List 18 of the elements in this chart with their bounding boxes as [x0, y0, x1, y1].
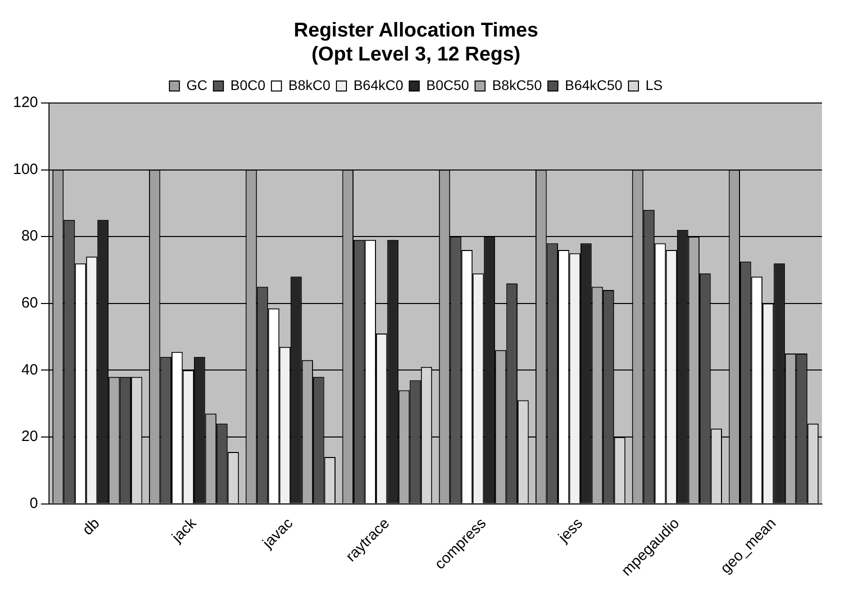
x-tick-label: db	[79, 514, 104, 539]
y-tick-label: 40	[21, 361, 38, 378]
legend-label: B64kC50	[564, 76, 623, 93]
legend-label: B8kC50	[492, 76, 542, 93]
legend-label: B64kC0	[353, 76, 404, 93]
legend-label: GC	[186, 76, 208, 93]
text: (Opt Level 3, 12 Regs)	[312, 44, 520, 66]
text: Register Allocation Times	[294, 20, 538, 42]
y-tick-label: 60	[21, 294, 38, 312]
y-tick-label: 20	[21, 428, 38, 446]
y-tick-label: 0	[30, 494, 38, 512]
y-tick-label: 120	[12, 94, 38, 112]
legend-label: B0C50	[426, 76, 470, 93]
legend-label: B8kC0	[288, 76, 331, 93]
y-tick-label: 100	[12, 160, 38, 178]
y-tick-label: 80	[21, 228, 38, 245]
legend-label: B0C0	[230, 76, 266, 93]
legend-label: LS	[645, 76, 663, 93]
